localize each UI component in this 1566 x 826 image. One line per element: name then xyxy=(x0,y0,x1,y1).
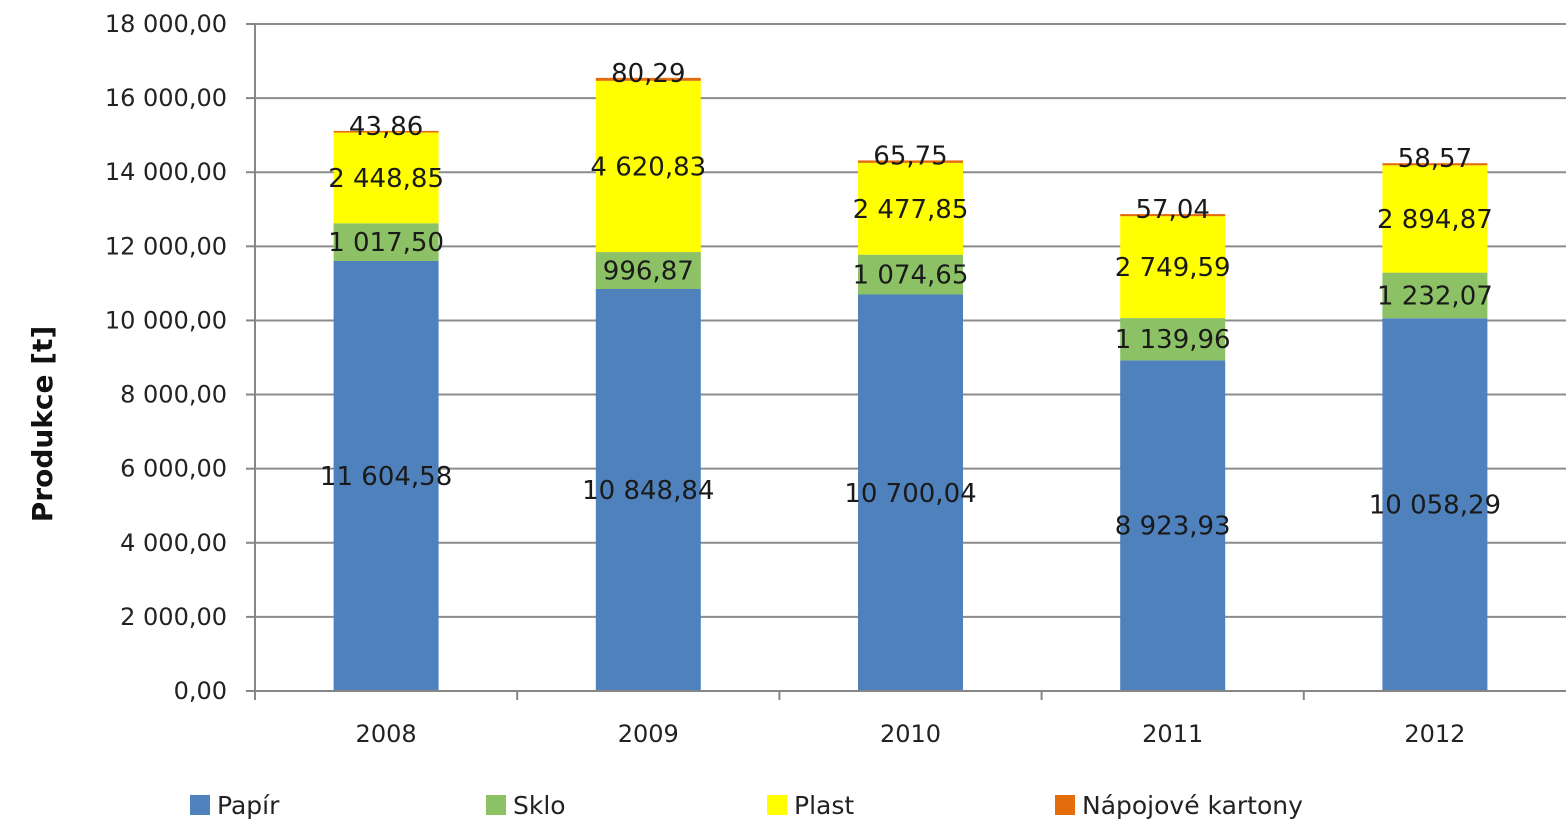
y-axis-ticks: 0,00 2 000,00 4 000,00 6 000,00 8 000,00 10 0… xyxy=(105,10,255,705)
data-label: 10 058,29 xyxy=(1369,491,1501,521)
legend-swatch xyxy=(1055,795,1075,815)
bar-segment-n-pojov-kartony-2008 xyxy=(333,130,439,133)
data-label: 2 448,85 xyxy=(328,164,444,194)
y-tick-label: 0,00 xyxy=(174,677,227,705)
bar-segment-sklo-2011 xyxy=(1120,318,1226,361)
bar-segment-pap-r-2011 xyxy=(1120,360,1226,691)
y-tick-label: 4 000,00 xyxy=(120,529,227,557)
data-label: 1 232,07 xyxy=(1377,281,1493,311)
legend-label: Plast xyxy=(794,791,854,820)
bars xyxy=(333,77,1488,691)
legend-swatch xyxy=(767,795,787,815)
y-axis-title: Produkce [t] xyxy=(26,326,59,522)
data-label: 10 848,84 xyxy=(582,476,714,506)
x-axis-ticks: 2008 2009 2010 2011 2012 xyxy=(356,691,1465,748)
bar-segment-plast-2008 xyxy=(333,132,439,224)
y-tick-label: 16 000,00 xyxy=(105,84,227,112)
bar-segment-plast-2011 xyxy=(1120,216,1226,319)
legend-swatch xyxy=(190,795,210,815)
x-tick-label: 2008 xyxy=(356,720,417,748)
legend-item-n-pojov-kartony: Nápojové kartony xyxy=(1055,791,1303,820)
legend: Papír Sklo Plast Nápojové kartony xyxy=(190,791,1303,820)
data-label: 65,75 xyxy=(873,141,947,171)
y-tick-label: 12 000,00 xyxy=(105,232,227,260)
y-tick-label: 2 000,00 xyxy=(120,603,227,631)
data-label: 10 700,04 xyxy=(844,479,976,509)
data-label: 4 620,83 xyxy=(590,152,706,182)
bar-segment-pap-r-2012 xyxy=(1382,318,1488,691)
bar-segment-plast-2009 xyxy=(595,80,701,253)
y-tick-label: 6 000,00 xyxy=(120,455,227,483)
data-label: 11 604,58 xyxy=(320,462,452,492)
bar-segment-pap-r-2009 xyxy=(595,288,701,691)
bar-segment-pap-r-2010 xyxy=(858,294,963,691)
legend-label: Nápojové kartony xyxy=(1082,791,1303,820)
data-label: 2 894,87 xyxy=(1377,205,1493,235)
y-tick-label: 18 000,00 xyxy=(105,10,227,38)
data-label: 57,04 xyxy=(1135,195,1209,225)
x-tick-label: 2012 xyxy=(1404,720,1465,748)
data-label: 80,29 xyxy=(611,59,685,89)
data-label: 8 923,93 xyxy=(1115,512,1231,542)
x-tick-label: 2011 xyxy=(1142,720,1203,748)
bar-segment-sklo-2010 xyxy=(858,254,963,295)
data-label: 2 477,85 xyxy=(853,195,969,225)
y-tick-label: 10 000,00 xyxy=(105,306,227,334)
data-label: 58,57 xyxy=(1398,144,1472,174)
y-tick-label: 8 000,00 xyxy=(120,381,227,409)
y-tick-label: 14 000,00 xyxy=(105,158,227,186)
x-tick-label: 2010 xyxy=(880,720,941,748)
data-labels: 11 604,58 1 017,50 2 448,85 43,86 10 848,84 9… xyxy=(320,59,1501,542)
legend-label: Papír xyxy=(217,791,280,820)
bar-segment-pap-r-2008 xyxy=(333,260,439,691)
data-label: 1 074,65 xyxy=(853,261,969,291)
bar-segment-plast-2012 xyxy=(1382,165,1488,273)
data-label: 2 749,59 xyxy=(1115,253,1231,283)
bar-segment-n-pojov-kartony-2009 xyxy=(595,77,701,81)
bar-segment-n-pojov-kartony-2011 xyxy=(1120,214,1226,217)
legend-item-sklo: Sklo xyxy=(486,791,566,820)
bar-segment-n-pojov-kartony-2012 xyxy=(1382,163,1488,166)
axes xyxy=(246,24,1566,700)
legend-item-pap-r: Papír xyxy=(190,791,280,820)
bar-segment-plast-2010 xyxy=(858,162,963,255)
data-label: 43,86 xyxy=(349,112,423,142)
data-label: 1 017,50 xyxy=(328,228,444,258)
bar-segment-n-pojov-kartony-2010 xyxy=(858,160,963,163)
legend-swatch xyxy=(486,795,506,815)
legend-item-plast: Plast xyxy=(767,791,854,820)
bar-segment-sklo-2009 xyxy=(595,252,701,289)
legend-label: Sklo xyxy=(513,791,566,820)
bar-segment-sklo-2008 xyxy=(333,223,439,261)
data-label: 1 139,96 xyxy=(1115,325,1231,355)
x-tick-label: 2009 xyxy=(618,720,679,748)
bar-segment-sklo-2012 xyxy=(1382,272,1488,319)
data-label: 996,87 xyxy=(603,257,694,287)
